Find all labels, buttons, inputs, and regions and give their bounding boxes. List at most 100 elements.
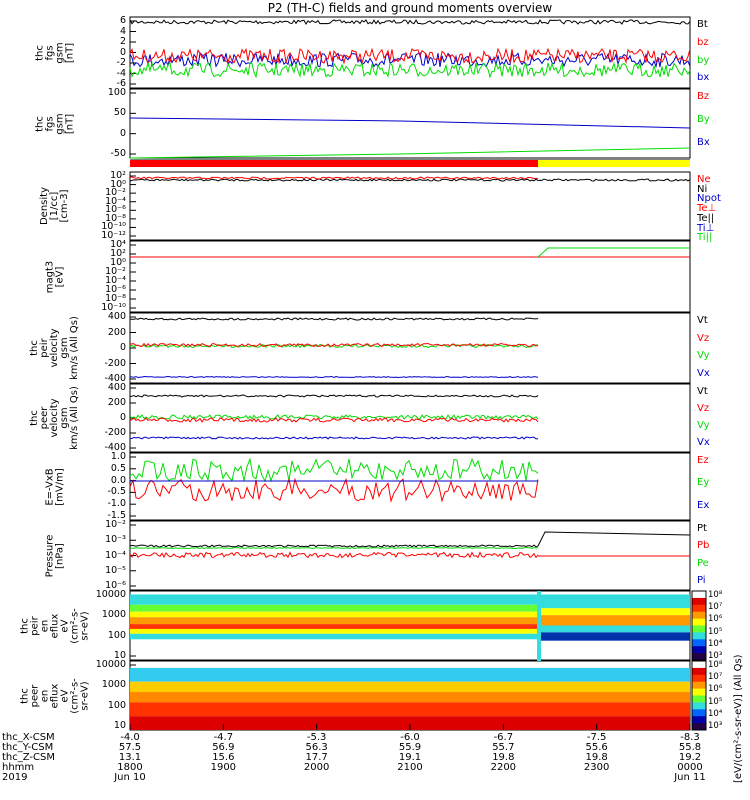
ytick-label-p2-0: 100 [107, 87, 126, 98]
ytick-label-p5-1: 200 [107, 326, 126, 338]
legend-p6-0: Vt [697, 386, 708, 397]
xrow-value-0-1: -4.7 [213, 732, 234, 743]
colorbar-tick-1-0: 10⁸ [708, 660, 723, 670]
p10-band-4 [130, 716, 690, 730]
colorbar-frame-1 [691, 660, 707, 731]
colorbar-0-seg-6 [692, 632, 706, 640]
colorbar-tick-1-3: 10⁵ [708, 696, 723, 707]
ytick-label-p4-6: 10⁻⁸ [105, 293, 126, 304]
p9-band-9 [538, 615, 690, 626]
legend-p3-2: Npot [697, 193, 721, 205]
ylabel-p9: thc peir en eflux eV (cm²-s- sr-eV) [19, 607, 90, 644]
legend-p8-2: Pe [697, 557, 709, 569]
p10-band-3 [130, 702, 690, 717]
colorbar-tick-0-5: 10³ [708, 651, 723, 661]
ytick-label-p5-0: 400 [107, 311, 126, 322]
colorbar-0-seg-8 [692, 646, 706, 654]
xrow-label-2: thc_Z-CSM [2, 752, 55, 763]
ytick-label-p4-1: 10² [110, 248, 126, 259]
ytick-label-p3-4: 10⁻⁶ [105, 204, 126, 216]
legend-p5-0: Vt [697, 315, 708, 326]
xrow-value-3-2: 2000 [303, 762, 330, 773]
xrow-value-2-5: 19.8 [585, 752, 608, 763]
p6-vt [129, 394, 539, 398]
legend-p6-1: Vz [697, 403, 710, 414]
p7-ez [129, 477, 539, 503]
xrow-value-0-0: -4.0 [120, 732, 140, 743]
p10-band-0 [130, 667, 690, 682]
xrow-value-4-0: Jun 10 [114, 772, 146, 783]
ytick-label-p1-2: 2 [119, 36, 126, 47]
xrow-value-3-3: 2100 [397, 762, 423, 773]
ytick-label-p1-1: 4 [119, 25, 126, 37]
colorbar-0-seg-0 [692, 591, 706, 599]
ytick-label-p6-0: 400 [107, 382, 126, 393]
xrow-label-0: thc_X-CSM [2, 732, 55, 743]
p9-band-10 [538, 625, 690, 633]
ytick-label-p7-0: 1.0 [110, 451, 126, 462]
colorbar-0-seg-9 [692, 653, 706, 661]
legend-p5-2: Vy [697, 350, 710, 361]
p7-ey [129, 457, 539, 483]
legend-p6-3: Vx [697, 437, 710, 448]
p5-vz [129, 342, 539, 348]
colorbar-tick-1-5: 10³ [708, 721, 723, 731]
ylabel-p5: thc peir velocity gsm km/s (All Qs) [29, 316, 80, 380]
xrow-value-1-2: 56.3 [305, 742, 328, 753]
colorbar-tick-0-0: 10⁸ [708, 590, 723, 600]
ytick-label-p8-2: 10⁻⁴ [105, 549, 126, 561]
legend-p3-1: Ni [697, 183, 708, 195]
p2-by-line [129, 147, 691, 159]
colorbar-0-seg-7 [692, 639, 706, 647]
legend-p1-0: Bt [697, 19, 708, 30]
xrow-value-0-2: -5.3 [306, 732, 327, 743]
ytick-label-p8-1: 10⁻³ [105, 534, 126, 546]
ytick-label-p6-1: 200 [107, 397, 126, 408]
legend-p3-6: Ti|| [697, 232, 713, 244]
xrow-value-1-0: 57.5 [118, 742, 142, 753]
xrow-value-2-3: 19.1 [398, 752, 422, 763]
colorbar-0-seg-2 [692, 604, 706, 613]
ytick-label-p1-6: -6 [116, 78, 126, 89]
p1-trace-3 [129, 61, 691, 79]
p3-ne-trace [129, 178, 691, 182]
xrow-value-1-3: 55.9 [398, 742, 422, 753]
state-bar-yellow [538, 160, 690, 167]
colorbar-1-seg-3 [692, 681, 706, 690]
xrow-label-3: hhmm [2, 762, 35, 773]
ytick-label-p2-3: -50 [110, 148, 126, 159]
ytick-label-p2-2: 0 [119, 127, 126, 139]
p6-vz [129, 417, 539, 423]
legend-p8-3: Pi [697, 574, 706, 586]
ytick-label-p4-0: 10⁴ [110, 239, 126, 250]
xrow-value-3-4: 2200 [490, 762, 517, 773]
colorbar-1-seg-8 [692, 716, 706, 724]
legend-p3-0: Ne [697, 174, 711, 185]
ytick-label-p3-2: 10⁻² [105, 187, 126, 199]
legend-p2-2: Bx [697, 137, 710, 148]
legend-p1-1: bz [697, 36, 709, 48]
panel-frame-p2 [129, 88, 691, 159]
ytick-label-p5-2: 0 [119, 342, 126, 353]
ytick-label-p7-3: -0.5 [107, 486, 126, 498]
p8-pb [129, 551, 539, 559]
panel-frame-p1 [129, 16, 691, 89]
p5-vt [130, 317, 539, 321]
p6-vy [129, 414, 539, 420]
colorbar-1-seg-2 [692, 674, 706, 683]
ytick-label-p6-2: 0 [119, 412, 126, 423]
colorbar-0-seg-4 [692, 618, 706, 626]
p9-band-11 [538, 632, 690, 641]
legend-p7-1: Ey [697, 477, 710, 489]
ytick-label-p1-5: -4 [116, 67, 126, 79]
ytick-label-p6-3: -200 [104, 427, 126, 438]
ytick-label-p1-4: -2 [116, 57, 126, 68]
p10-band-1 [130, 681, 690, 693]
ylabel-p10: thc peer en eflux eV (cm²-s- sr-eV) [19, 677, 90, 714]
xrow-value-1-5: 55.6 [585, 742, 608, 753]
ytick-label-p4-3: 10⁻² [105, 266, 126, 277]
xrow-value-4-6: Jun 11 [674, 772, 706, 783]
ytick-label-p7-2: 0.0 [110, 474, 126, 486]
legend-p5-1: Vz [697, 332, 710, 344]
colorbar-1-seg-1 [692, 667, 706, 676]
